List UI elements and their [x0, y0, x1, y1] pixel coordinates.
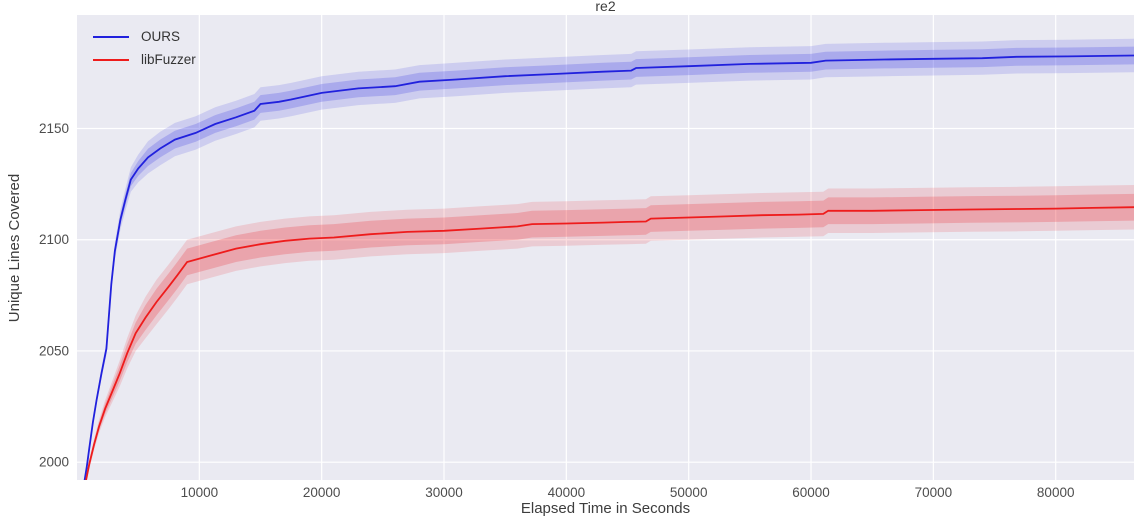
legend: OURS libFuzzer — [93, 28, 196, 68]
tick-labels: 10000 20000 30000 40000 50000 60000 70000 80000… — [39, 121, 1075, 500]
series-libfuzzer — [85, 185, 1134, 480]
chart-title: re2 — [595, 0, 616, 14]
line-ours — [83, 54, 1134, 480]
x-tick-label: 40000 — [548, 485, 586, 500]
y-axis-label: Unique Lines Covered — [6, 173, 23, 323]
x-tick-label: 20000 — [303, 485, 341, 500]
y-tick-label: 2050 — [39, 343, 69, 358]
line-libfuzzer — [85, 206, 1134, 480]
band-outer-libfuzzer — [85, 185, 1134, 480]
legend-line-ours — [93, 35, 129, 38]
series-ours — [83, 38, 1134, 480]
plot-area — [77, 15, 1134, 480]
legend-line-libfuzzer — [93, 58, 129, 61]
x-tick-label: 70000 — [915, 485, 953, 500]
x-tick-label: 80000 — [1037, 485, 1075, 500]
y-tick-label: 2100 — [39, 232, 69, 247]
x-tick-label: 60000 — [792, 485, 830, 500]
legend-item-libfuzzer: libFuzzer — [93, 51, 196, 68]
y-tick-label: 2000 — [39, 455, 69, 470]
x-axis-label: Elapsed Time in Seconds — [520, 500, 691, 517]
legend-label-ours: OURS — [141, 29, 181, 44]
x-tick-label: 50000 — [670, 485, 708, 500]
legend-label-libfuzzer: libFuzzer — [141, 52, 196, 67]
y-tick-label: 2150 — [39, 121, 69, 136]
x-tick-label: 30000 — [425, 485, 463, 500]
legend-item-ours: OURS — [93, 28, 196, 45]
x-tick-label: 10000 — [181, 485, 219, 500]
gridlines — [77, 15, 1134, 480]
